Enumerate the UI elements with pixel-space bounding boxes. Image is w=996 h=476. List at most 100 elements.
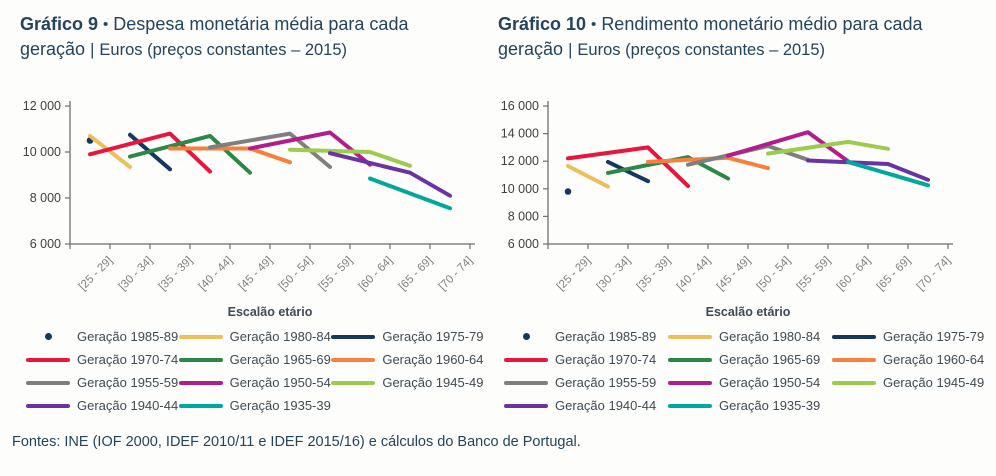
legend-item: Geração 1940-44 [504,396,668,416]
series-line [606,154,730,181]
y-tick-label: 6 000 [508,237,539,251]
legend-item: Geração 1945-49 [832,373,996,393]
series-line [806,158,930,182]
legend-label: Geração 1940-44 [77,398,179,414]
legend-line-swatch [832,357,876,362]
legend-item: Geração 1935-39 [178,396,332,416]
series-line [368,176,452,210]
legend-label: Geração 1985-89 [77,329,179,345]
x-tick-label: [65 - 69] [397,254,435,292]
x-axis-title: Escalão etário [227,304,313,319]
legend-line-swatch [26,380,70,385]
legend-label: Geração 1985-89 [555,329,657,345]
legend-label: Geração 1940-44 [555,398,657,414]
x-tick-label: [45 - 49] [715,254,753,292]
legend-line-swatch [832,334,876,339]
legend-line-swatch [331,380,376,385]
series-line [88,133,132,169]
legend-line-swatch [331,357,376,362]
x-tick-label: [70 - 74] [915,254,953,292]
legend-line-swatch [178,357,223,362]
chart-number: Gráfico 9 [20,14,99,34]
y-tick-label: 8 000 [508,209,539,223]
legend-item: Geração 1960-64 [331,350,484,370]
chart-svg: 6 000 8 000 10 000 12 000 14 000 16 000 [25 - … [501,99,953,293]
legend-label: Geração 1945-49 [883,375,985,391]
x-tick-label: [70 - 74] [437,254,475,292]
chart-number: Gráfico 10 [498,14,587,34]
legend-label: Geração 1970-74 [555,352,657,368]
legend-line-swatch [668,380,712,385]
y-tick-label: 16 000 [501,99,539,113]
legend-label: Geração 1980-84 [719,329,821,345]
series-line [128,133,252,175]
chart-canvas: 6 000 8 000 10 000 12 000 14 000 16 000 [25 - … [498,96,996,307]
legend-line-swatch [178,334,223,339]
x-tick-label: [60 - 64] [835,254,873,292]
series-line [88,131,212,174]
chart-svg: 6 000 8 000 10 000 12 000 [25 - 29] [30 - 34]… [23,99,475,293]
legend-line-swatch [178,403,223,408]
x-tick-label: [65 - 69] [875,254,913,292]
x-tick-label: [35 - 39] [157,254,195,292]
legend-item: Geração 1960-64 [832,350,996,370]
legend: Geração 1985-89 Geração 1980-84 Geração 19… [498,327,996,416]
series-line [566,145,690,188]
legend-line-swatch [504,403,548,408]
legend-line-swatch [178,380,223,385]
x-tick-label: [50 - 54] [755,254,793,292]
chart-panel-grafico-9: Gráfico 9 • Despesa monetária média para c… [20,12,484,416]
legend-line-swatch [504,380,548,385]
chart-title: Gráfico 9 • Despesa monetária média para c… [20,12,418,62]
chart-panel-grafico-10: Gráfico 10 • Rendimento monetário médio pa… [498,12,996,416]
legend-item: Geração 1970-74 [504,350,668,370]
legend-label: Geração 1965-69 [719,352,821,368]
legend-label: Geração 1960-64 [883,352,985,368]
legend-item: Geração 1945-49 [331,373,484,393]
y-tick-label: 10 000 [501,181,539,195]
legend-item: Geração 1970-74 [26,350,179,370]
legend-item: Geração 1965-69 [668,350,832,370]
y-tick-label: 12 000 [23,99,61,113]
legend-line-swatch [832,380,876,385]
legend-line-swatch [668,334,712,339]
legend-item: Geração 1980-84 [178,327,332,347]
y-tick-label: 14 000 [501,126,539,140]
chart-title-unit: Euros (preços constantes – 2015) [577,40,826,59]
y-tick-label: 12 000 [501,154,539,168]
legend-label: Geração 1935-39 [719,398,821,414]
title-separator: | [568,40,573,59]
legend-label: Geração 1950-54 [719,375,821,391]
x-tick-label: [60 - 64] [357,254,395,292]
legend-item: Geração 1965-69 [178,350,332,370]
title-bullet-icon: • [103,16,109,33]
x-axis-title: Escalão etário [705,304,791,319]
x-tick-label: [25 - 29] [77,254,115,292]
legend-line-swatch [26,357,70,362]
legend-item: Geração 1975-79 [331,327,484,347]
charts-row: Gráfico 9 • Despesa monetária média para c… [20,12,996,416]
chart-title-text: Despesa monetária média para cada geraçã… [20,14,409,59]
series-line [606,159,650,183]
series-line [248,130,372,167]
x-tick-label: [30 - 34] [117,254,155,292]
legend-dot-marker [26,333,70,341]
legend-item: Geração 1955-59 [26,373,179,393]
legend-label: Geração 1980-84 [229,329,331,345]
legend-label: Geração 1965-69 [229,352,331,368]
y-tick-label: 8 000 [30,191,61,205]
legend-item: Geração 1985-89 [504,327,668,347]
x-tick-label: [30 - 34] [595,254,633,292]
legend: Geração 1985-89 Geração 1980-84 Geração 19… [20,327,484,416]
legend-item: Geração 1950-54 [668,373,832,393]
source-note: Fontes: INE (IOF 2000, IDEF 2010/11 e ID… [12,433,581,450]
legend-item: Geração 1935-39 [668,396,832,416]
series-line [646,155,770,170]
series-line [566,163,610,189]
legend-label: Geração 1935-39 [229,398,331,414]
series-line [288,147,412,168]
x-tick-label: [40 - 44] [197,254,235,292]
chart-title: Gráfico 10 • Rendimento monetário médio pa… [498,12,930,62]
legend-label: Geração 1955-59 [77,375,179,391]
